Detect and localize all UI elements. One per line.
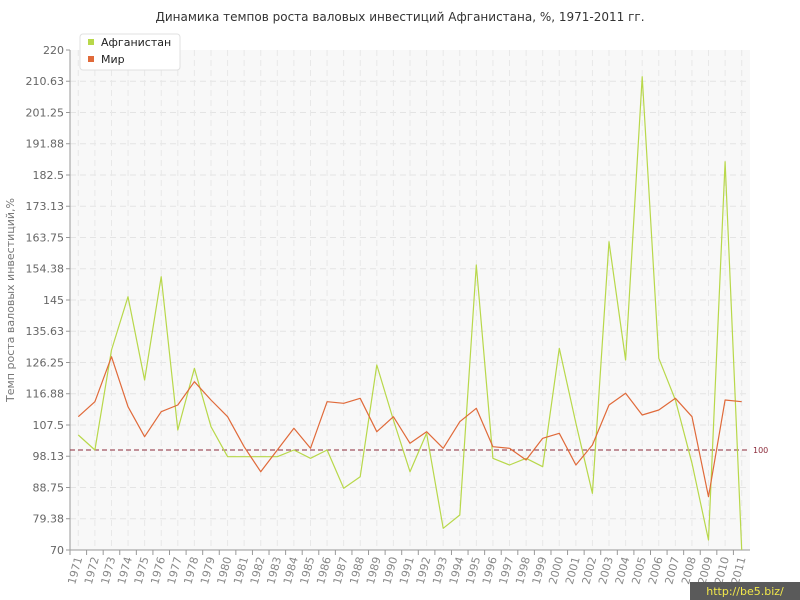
y-axis-label: Темп роста валовых инвестиций,% [4, 198, 17, 403]
y-tick-label: 135.63 [26, 325, 65, 338]
series-group [77, 76, 743, 551]
legend-swatch-world [88, 56, 94, 62]
legend: Афганистан Мир [79, 33, 181, 71]
y-tick-label: 116.88 [26, 388, 65, 401]
legend-label-afghanistan: Афганистан [101, 36, 171, 49]
y-tick-label: 88.75 [33, 482, 65, 495]
y-tick-label: 220 [43, 44, 64, 57]
y-tick-label: 173.13 [26, 200, 65, 213]
axes [66, 49, 750, 555]
chart-title: Динамика темпов роста валовых инвестиций… [155, 10, 644, 24]
y-tick-label: 79.38 [33, 513, 65, 526]
y-tick-label: 70 [50, 544, 64, 557]
legend-label-world: Мир [101, 53, 125, 66]
y-tick-label: 107.5 [33, 419, 65, 432]
x-tick-labels: 1971197219731974197519761977197819791980… [65, 555, 748, 585]
y-tick-label: 98.13 [33, 450, 65, 463]
y-tick-labels: 70 79.38 88.75 98.13 107.5 116.88 126.25 135.63… [26, 44, 65, 557]
y-tick-label: 126.25 [26, 357, 65, 370]
y-tick-label: 201.25 [26, 107, 65, 120]
reference-line-label: 100 [753, 446, 768, 455]
watermark-background [690, 582, 800, 600]
legend-swatch-afghanistan [88, 39, 94, 45]
y-tick-label: 163.75 [26, 232, 65, 245]
y-tick-label: 210.63 [26, 75, 65, 88]
series-line-world [77, 356, 742, 498]
watermark: http://be5.biz/ [690, 582, 800, 600]
y-tick-label: 182.5 [33, 169, 65, 182]
y-tick-label: 154.38 [26, 263, 65, 276]
reference-line-group: 100 [70, 446, 768, 455]
y-tick-label: 145 [43, 294, 64, 307]
x-tick-label: 2011 [729, 555, 749, 585]
legend-box [79, 33, 181, 71]
watermark-text: http://be5.biz/ [706, 585, 784, 598]
gridlines [70, 50, 750, 550]
y-tick-label: 191.88 [26, 138, 65, 151]
